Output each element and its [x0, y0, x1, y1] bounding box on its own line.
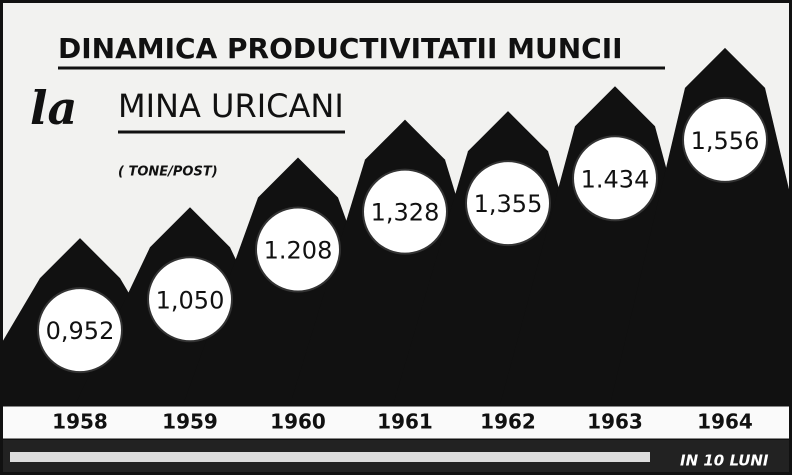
- unit-label: ( TONE/POST): [118, 165, 218, 180]
- footer-stripe: [10, 452, 650, 462]
- x-tick-label: 1962: [480, 410, 536, 434]
- value-label: 1.434: [581, 165, 650, 193]
- value-label: 1,050: [156, 286, 225, 314]
- value-label: 1,355: [474, 190, 543, 218]
- x-tick-label: 1961: [377, 410, 433, 434]
- value-label: 0,952: [46, 317, 115, 345]
- value-label: 1,556: [691, 127, 760, 155]
- value-label: 1,328: [371, 199, 440, 227]
- x-tick-label: 1959: [162, 410, 218, 434]
- chart: IN 10 LUNI DINAMICA PRODUCTIVITATII MUNC…: [0, 0, 792, 475]
- subtitle-prefix: la: [30, 81, 77, 135]
- x-tick-label: 1958: [52, 410, 108, 434]
- value-label: 1.208: [264, 236, 333, 264]
- x-tick-label: 1963: [587, 410, 643, 434]
- chart-title: DINAMICA PRODUCTIVITATII MUNCII: [58, 32, 623, 65]
- chart-subtitle: MINA URICANI: [118, 87, 344, 125]
- x-tick-label: 1964: [697, 410, 753, 434]
- x-tick-label: 1960: [270, 410, 326, 434]
- footer-note: IN 10 LUNI: [680, 452, 769, 470]
